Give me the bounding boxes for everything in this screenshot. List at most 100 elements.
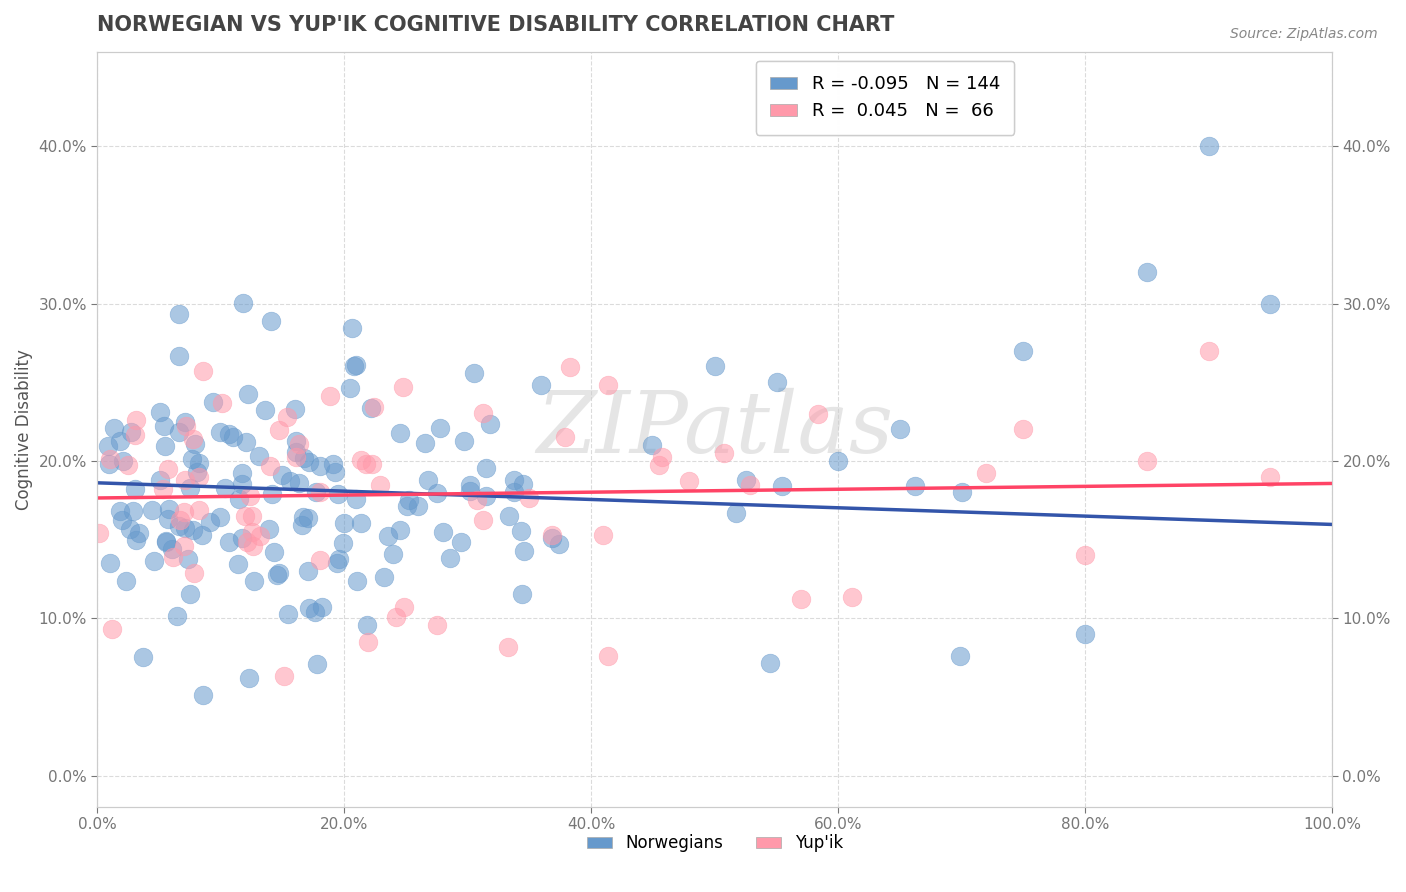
Point (392, 599, 415, 614)
Point (277, 607, 299, 622)
Legend: R = -0.095   N = 144, R =  0.045   N =  66: R = -0.095 N = 144, R = 0.045 N = 66 (755, 61, 1014, 135)
Point (242, 524, 264, 539)
Point (218, 535, 240, 549)
Point (198, 516, 221, 530)
Point (186, 465, 208, 479)
Point (509, 524, 531, 538)
Point (211, 396, 233, 410)
Point (395, 500, 418, 514)
Point (292, 509, 315, 524)
Point (155, 535, 177, 549)
Y-axis label: Cognitive Disability: Cognitive Disability (15, 349, 32, 510)
Point (790, 591, 813, 606)
Point (181, 432, 204, 446)
Point (592, 528, 614, 542)
Point (233, 508, 256, 523)
Point (257, 522, 280, 536)
Point (285, 434, 308, 449)
Point (554, 429, 576, 443)
Point (231, 466, 253, 480)
Point (179, 587, 201, 601)
Point (326, 487, 349, 501)
Point (641, 438, 664, 452)
Point (231, 476, 253, 491)
Point (253, 403, 276, 417)
Point (162, 549, 184, 564)
Point (174, 521, 197, 535)
Point (339, 381, 361, 395)
Point (108, 434, 131, 448)
Point (450, 534, 472, 549)
Point (1260, 296, 1282, 310)
Point (231, 531, 253, 545)
Point (260, 313, 283, 327)
Point (117, 458, 139, 473)
Point (305, 485, 328, 500)
Point (120, 522, 142, 536)
Point (267, 423, 290, 437)
Point (191, 528, 214, 542)
Point (157, 502, 180, 516)
Point (87, 525, 110, 540)
Point (236, 386, 259, 401)
Point (458, 483, 481, 498)
Point (373, 570, 395, 584)
Point (496, 640, 519, 655)
Point (429, 421, 451, 435)
Point (278, 474, 301, 488)
Point (1012, 343, 1035, 358)
Point (167, 519, 190, 533)
Point (363, 400, 385, 414)
Point (472, 512, 495, 526)
Point (308, 485, 330, 500)
Point (120, 425, 142, 440)
Point (157, 512, 180, 526)
Point (318, 389, 340, 403)
Point (560, 360, 582, 375)
Point (540, 531, 562, 545)
Point (1136, 265, 1159, 279)
Point (357, 635, 380, 649)
Point (724, 506, 747, 520)
Point (111, 513, 134, 527)
Point (208, 425, 231, 440)
Point (181, 452, 204, 467)
Point (167, 349, 190, 363)
Point (356, 618, 378, 632)
Point (285, 445, 308, 459)
Point (187, 503, 209, 517)
Point (125, 413, 148, 427)
Point (214, 482, 236, 496)
Point (512, 477, 534, 491)
Point (218, 427, 240, 442)
Point (392, 380, 415, 394)
Point (439, 550, 461, 565)
Text: Source: ZipAtlas.com: Source: ZipAtlas.com (1230, 27, 1378, 41)
Point (765, 375, 787, 389)
Point (385, 610, 408, 624)
Point (426, 617, 449, 632)
Point (321, 457, 343, 471)
Point (1074, 548, 1097, 562)
Point (174, 415, 197, 429)
Point (184, 436, 207, 450)
Point (413, 436, 436, 450)
Point (498, 509, 520, 524)
Point (179, 481, 201, 495)
Point (304, 605, 326, 619)
Point (176, 551, 198, 566)
Point (475, 489, 498, 503)
Point (541, 527, 564, 541)
Point (350, 453, 373, 467)
Point (1012, 422, 1035, 436)
Point (155, 533, 177, 548)
Point (740, 477, 762, 491)
Point (160, 541, 183, 556)
Point (340, 320, 363, 334)
Point (950, 485, 973, 500)
Point (513, 543, 536, 558)
Point (398, 493, 420, 508)
Point (242, 539, 264, 553)
Point (974, 466, 997, 480)
Point (360, 401, 382, 415)
